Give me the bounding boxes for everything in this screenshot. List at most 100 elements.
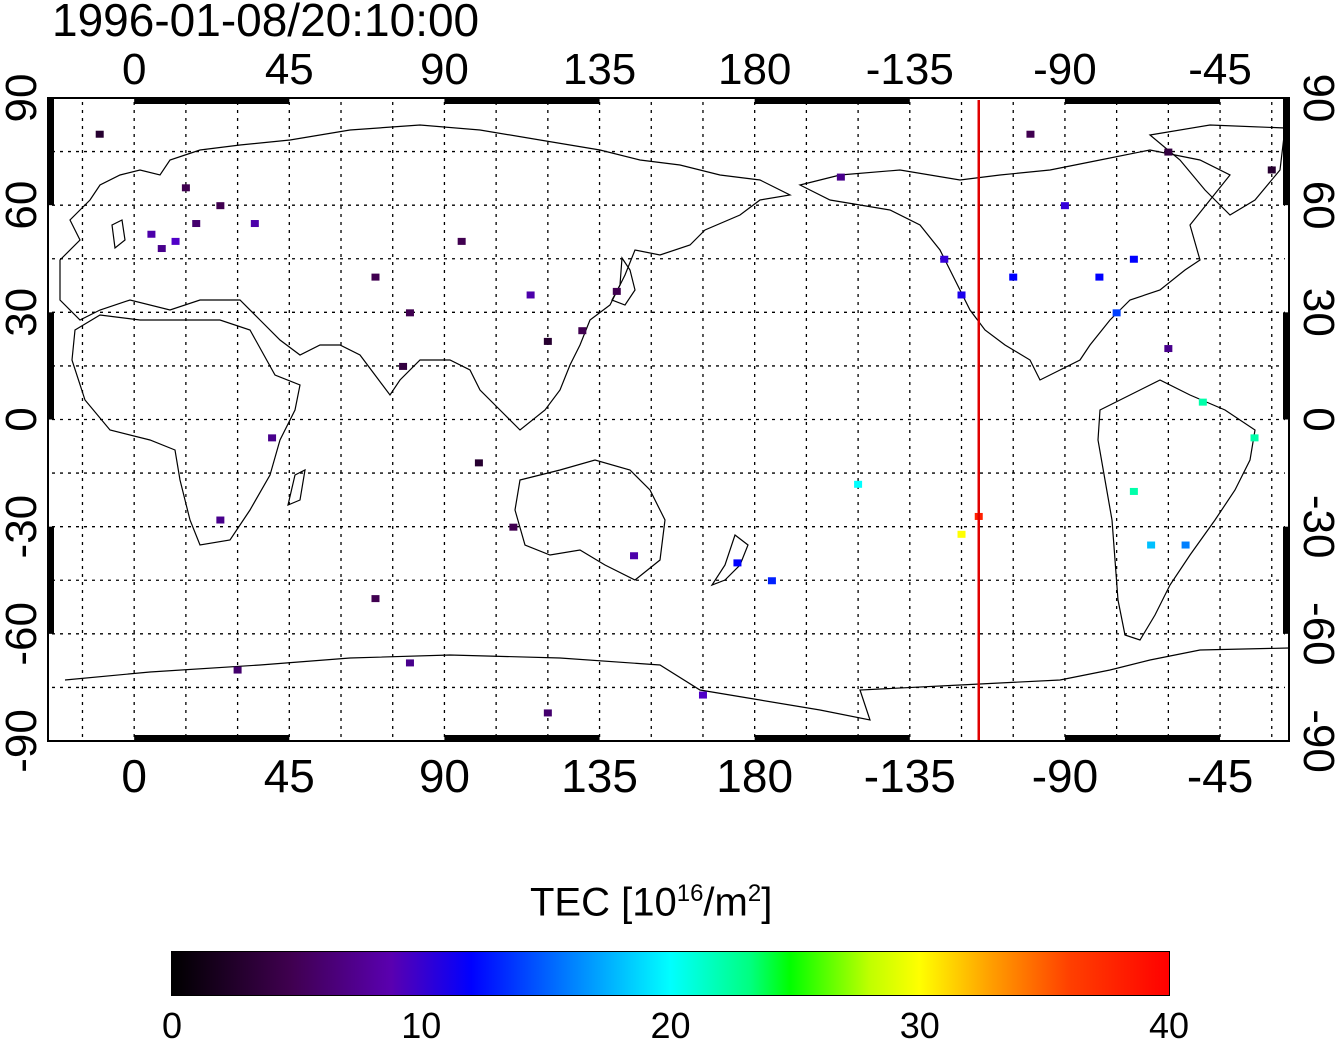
tec-point (578, 327, 587, 335)
tec-point (371, 595, 380, 603)
tec-point (1181, 541, 1190, 549)
frame-bar-left (47, 312, 54, 420)
new-zealand-outline (710, 534, 749, 587)
colorbar-tick-label: 30 (899, 1005, 940, 1042)
eurasia-outline (59, 124, 792, 431)
japan-outline (611, 256, 636, 306)
lon-label-top: 45 (265, 45, 314, 94)
tec-point (543, 709, 552, 717)
lon-label-top: 90 (420, 45, 469, 94)
longitude-labels-top: 0 45 90 135 180 -135 -90 -45 (122, 45, 1252, 94)
tec-point (181, 184, 190, 192)
tec-point (1026, 130, 1035, 138)
frame-bar-left (47, 98, 54, 206)
tec-point (216, 202, 225, 210)
africa-outline (71, 314, 301, 546)
tec-point (1095, 273, 1104, 281)
lat-label-left: -30 (0, 495, 46, 559)
frame-bar-bottom (754, 735, 910, 742)
tec-point (250, 220, 259, 228)
lat-label-left: 90 (0, 74, 46, 123)
tec-point (1198, 398, 1207, 406)
tec-point (1164, 148, 1173, 156)
tec-point (1060, 202, 1069, 210)
tec-point (698, 691, 707, 699)
lat-label-right: 30 (1294, 288, 1340, 337)
lat-label-left: 0 (0, 407, 46, 431)
tec-point (1112, 309, 1121, 317)
australia-outline (514, 459, 666, 581)
lon-label-top: -135 (866, 45, 954, 94)
lat-label-right: 60 (1294, 181, 1340, 230)
tec-point (171, 237, 180, 245)
lon-label-bottom: 0 (121, 750, 147, 802)
tec-point (192, 220, 201, 228)
lat-label-right: 0 (1294, 407, 1340, 431)
tec-point (95, 130, 104, 138)
tec-point (1267, 166, 1276, 174)
antarctica-outline (64, 647, 1290, 721)
longitude-labels-bottom: 0 45 90 135 180 -135 -90 -45 (121, 750, 1253, 802)
tec-point (268, 434, 277, 442)
south-america-outline (1097, 379, 1256, 641)
frame-bar-top (754, 97, 910, 104)
tec-point (543, 337, 552, 345)
tec-point (405, 659, 414, 667)
lon-label-top: 180 (718, 45, 791, 94)
lat-lon-grid (52, 102, 1285, 737)
tec-point (474, 459, 483, 467)
world-map-plot: 0 45 90 135 180 -135 -90 -45 0 45 90 135 180 -135 -90… (0, 45, 1340, 802)
lon-label-bottom: -45 (1187, 750, 1253, 802)
tec-point (630, 552, 639, 560)
lon-label-bottom: 180 (716, 750, 793, 802)
latitude-labels-left: 90 60 30 0 -30 -60 -90 (0, 74, 46, 773)
frame-bar-top (444, 97, 600, 104)
timestamp-title: 1996-01-08/20:10:00 (52, 0, 480, 46)
tec-point (216, 516, 225, 524)
lat-label-right: -90 (1294, 709, 1340, 773)
tec-point (957, 291, 966, 299)
lat-label-right: -30 (1294, 495, 1340, 559)
lat-label-left: 60 (0, 181, 46, 230)
tec-point (1129, 255, 1138, 263)
tec-point (233, 666, 242, 674)
tec-point (509, 523, 518, 531)
colorbar-tick-label: 20 (650, 1005, 691, 1042)
lon-label-bottom: -135 (864, 750, 956, 802)
tec-point (1164, 345, 1173, 353)
lon-label-bottom: -90 (1032, 750, 1098, 802)
latitude-labels-right: 90 60 30 0 -30 -60 -90 (1294, 74, 1340, 773)
frame-bar-left (47, 526, 54, 634)
greenland-outline (1148, 124, 1286, 216)
colorbar-gradient (171, 951, 1170, 996)
frame-bar-bottom (134, 735, 290, 742)
madagascar-outline (287, 468, 306, 507)
lon-label-bottom: 90 (419, 750, 470, 802)
tec-point (1009, 273, 1018, 281)
lon-label-top: 0 (122, 45, 146, 94)
frame-bar-right (1283, 98, 1290, 206)
tec-point (399, 362, 408, 370)
frame-bar-bottom (1064, 735, 1221, 742)
lat-label-right: -60 (1294, 602, 1340, 666)
tec-data-points (95, 130, 1276, 717)
lat-label-left: -90 (0, 709, 46, 773)
tec-point (405, 309, 414, 317)
frame-bar-top (134, 97, 290, 104)
colorbar-tick-label: 10 (401, 1005, 442, 1042)
tec-point (371, 273, 380, 281)
lat-label-right: 90 (1294, 74, 1340, 123)
tec-point (1250, 434, 1259, 442)
tec-point (767, 577, 776, 585)
colorbar-tick-label: 0 (161, 1005, 183, 1042)
lon-label-bottom: 135 (561, 750, 638, 802)
tec-point (854, 480, 863, 488)
colorbar-title: TEC [1016/m2] (530, 880, 773, 925)
tec-point (836, 173, 845, 181)
lon-label-top: 135 (563, 45, 636, 94)
tec-point (147, 230, 156, 238)
colorbar-tick-label: 40 (1148, 1005, 1190, 1042)
frame-scale-bars (47, 97, 1290, 742)
lon-label-top: -90 (1033, 45, 1097, 94)
